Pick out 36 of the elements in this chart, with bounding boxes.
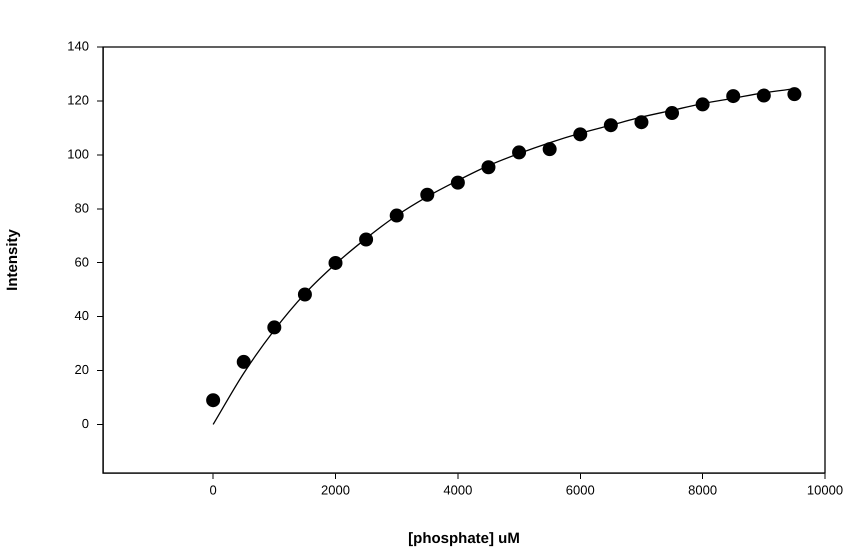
- y-tick-label: 40: [74, 308, 89, 324]
- y-tick-label: 20: [74, 362, 89, 378]
- point: [420, 188, 434, 202]
- point: [450, 176, 465, 190]
- y-tick-label: 80: [74, 200, 89, 216]
- y-axis-title: Intensity: [4, 228, 22, 291]
- x-tick-label: 6000: [566, 482, 595, 498]
- point: [634, 115, 648, 130]
- point: [726, 89, 740, 104]
- point: [298, 288, 312, 302]
- x-tick-label: 10000: [806, 482, 844, 498]
- y-tick-label: 120: [67, 92, 89, 108]
- x-tick-label: 4000: [443, 482, 472, 498]
- point: [573, 127, 588, 142]
- point: [206, 393, 220, 408]
- y-tick-label: 0: [82, 416, 89, 432]
- y-tick-label: 100: [67, 146, 89, 162]
- point: [542, 142, 557, 156]
- point: [481, 160, 496, 174]
- point: [756, 88, 771, 103]
- point: [665, 106, 680, 120]
- point: [696, 97, 710, 112]
- point: [359, 232, 374, 247]
- y-tick-label: 60: [74, 254, 89, 270]
- point: [512, 145, 526, 160]
- x-tick-label: 8000: [688, 482, 718, 498]
- point: [328, 256, 343, 270]
- point: [236, 354, 251, 369]
- x-axis-title: [phosphate] uM: [408, 530, 520, 548]
- point: [267, 320, 282, 334]
- x-tick-label: 2000: [321, 482, 350, 498]
- point: [787, 87, 802, 102]
- x-tick-label: 0: [210, 482, 217, 498]
- point: [604, 118, 618, 132]
- point: [390, 208, 404, 223]
- y-tick-label: 140: [67, 38, 89, 54]
